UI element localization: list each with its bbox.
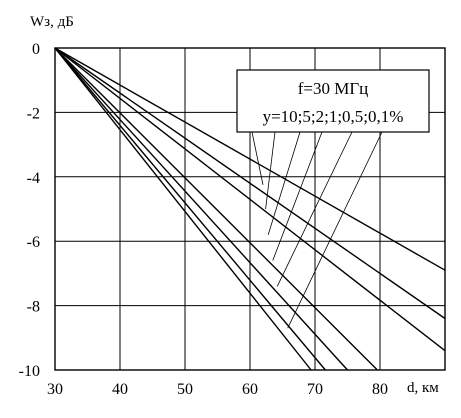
y-tick-label: -4 [27,170,40,187]
plot-frame [54,47,446,371]
legend-leader-line [272,131,323,261]
x-tick-label: 80 [372,381,388,398]
series-line [54,47,349,371]
y-tick-label: -10 [19,363,40,380]
tick-labels: 30 40 50 60 70 80 0 -2 -4 -6 -8 -10 [19,41,388,398]
series-line [54,47,446,320]
legend-leader-lines [251,131,383,329]
y-tick-label: -8 [27,299,40,316]
legend-leader-line [276,131,353,287]
series-line [54,47,378,371]
x-tick-label: 30 [47,381,63,398]
y-axis-label: Wз, дБ [30,14,74,30]
y-tick-label: -6 [27,234,40,251]
series-line [54,47,446,271]
legend-leader-line [265,131,276,210]
x-axis-label: d, км [407,380,439,396]
x-tick-label: 50 [177,381,193,398]
legend-leader-line [267,131,301,235]
x-tick-label: 40 [112,381,128,398]
series-lines [54,47,446,371]
series-line [54,47,326,371]
series-line [54,47,446,352]
legend-line-2: y=10;5;2;1;0,5;0,1% [263,107,404,126]
x-tick-label: 70 [307,381,323,398]
legend-leader-line [287,131,383,329]
legend-line-1: f=30 МГц [298,79,369,98]
series-line [54,47,312,371]
y-tick-label: -2 [27,105,40,122]
y-tick-label: 0 [32,41,40,58]
x-tick-label: 60 [242,381,258,398]
legend-leader-line [251,131,264,185]
legend-box: f=30 МГц y=10;5;2;1;0,5;0,1% [236,69,430,133]
